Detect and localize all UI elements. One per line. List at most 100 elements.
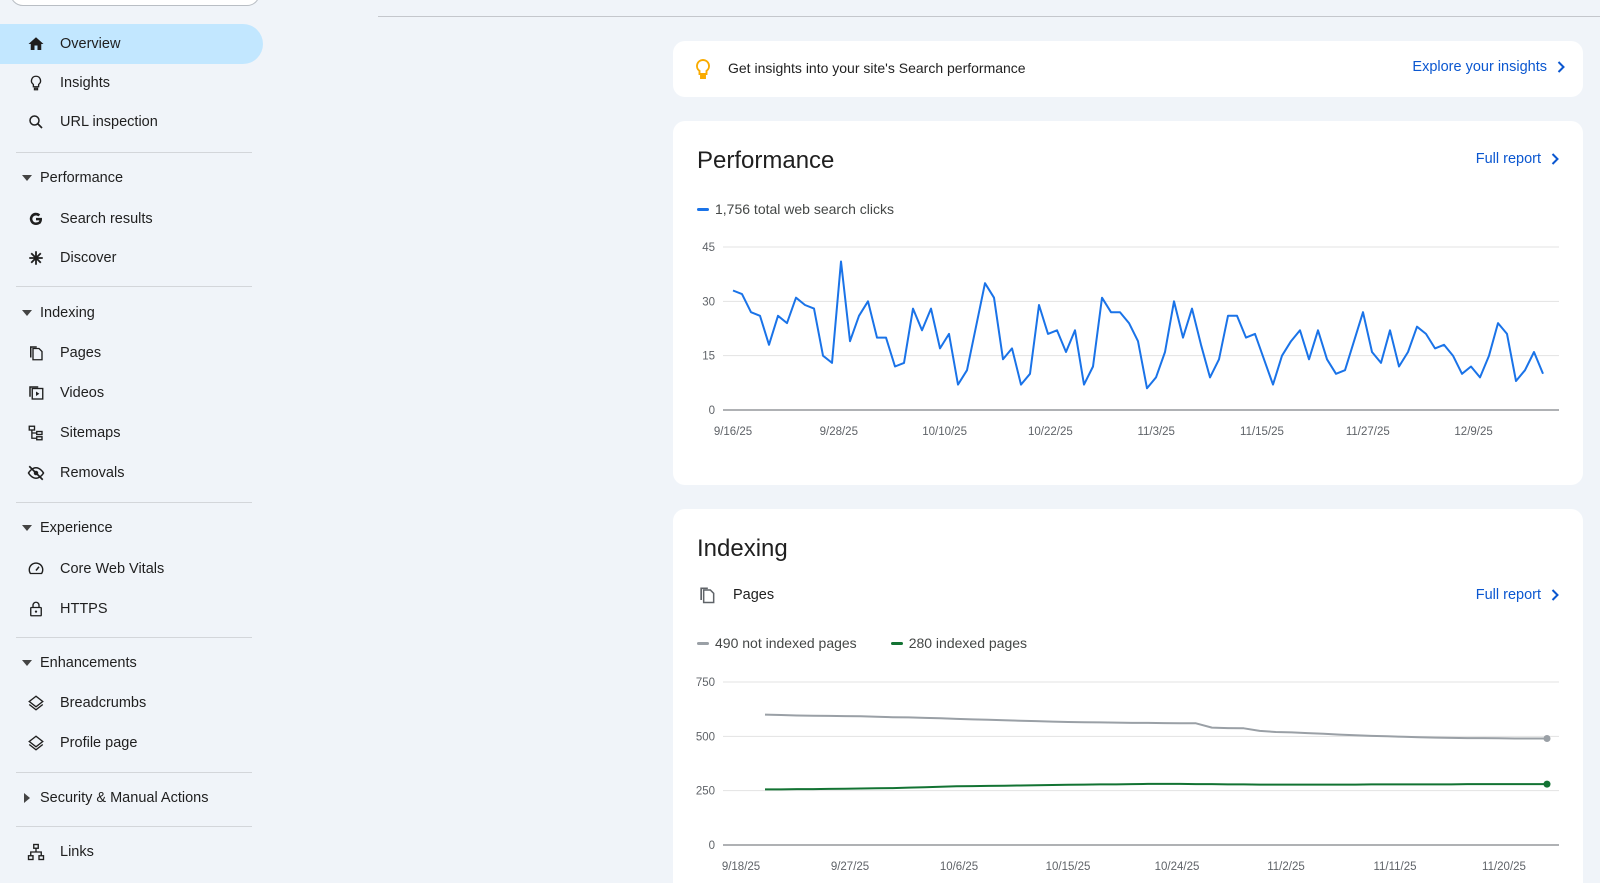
- y-tick-label: 15: [702, 351, 715, 363]
- series-line: [764, 713, 1547, 740]
- sidebar-item-label: Pages: [60, 345, 102, 361]
- sidebar-item-search-results[interactable]: Search results: [0, 199, 263, 239]
- sidebar-item-label: Links: [60, 844, 94, 860]
- section-label: Experience: [40, 520, 113, 536]
- lock-icon: [26, 599, 46, 619]
- indexed-legend: 280 indexed pages: [890, 635, 1028, 651]
- sidebar-divider: [16, 637, 252, 638]
- indexing-line-chart: 0 250 500 750 9/18/25 9/27/25 10/6/25 10/15/25 1…: [696, 677, 1559, 873]
- sidebar-item-label: Search results: [60, 211, 153, 227]
- x-tick-label: 10/22/25: [1028, 426, 1073, 438]
- insights-message: Get insights into your site's Search per…: [728, 60, 1026, 76]
- section-label: Enhancements: [40, 655, 137, 671]
- not-indexed-legend: 490 not indexed pages: [697, 635, 857, 651]
- visibility-off-icon: [26, 463, 46, 483]
- insights-banner: Get insights into your site's Search per…: [673, 41, 1583, 97]
- section-label: Indexing: [40, 305, 95, 321]
- links-network-icon: [26, 842, 46, 862]
- sidebar-item-label: Overview: [60, 36, 121, 52]
- sidebar-item-profile-page[interactable]: Profile page: [0, 723, 263, 763]
- explore-insights-link[interactable]: Explore your insights: [1412, 59, 1565, 75]
- sidebar-divider: [16, 826, 252, 827]
- sidebar-divider: [16, 502, 252, 503]
- performance-full-report-link[interactable]: Full report: [1476, 151, 1559, 167]
- x-tick-label: 11/3/25: [1137, 426, 1175, 438]
- sidebar-item-label: Sitemaps: [60, 425, 121, 441]
- chevron-right-icon: [1557, 61, 1565, 73]
- link-label: Full report: [1475, 151, 1541, 167]
- caret-down-icon: [22, 175, 32, 181]
- sidebar-item-label: Removals: [60, 465, 125, 481]
- indexing-title: Indexing: [697, 535, 788, 562]
- pages-label: Pages: [733, 587, 775, 603]
- x-tick-label: 11/2/25: [1267, 861, 1305, 873]
- pages-icon: [26, 343, 46, 363]
- y-tick-label: 0: [709, 405, 715, 417]
- google-g-icon: [26, 209, 46, 229]
- asterisk-icon: [26, 248, 46, 268]
- sidebar-item-core-web-vitals[interactable]: Core Web Vitals: [0, 549, 263, 589]
- pages-row: Pages: [697, 585, 774, 605]
- x-tick-label: 11/20/25: [1482, 861, 1526, 873]
- sidebar-item-links[interactable]: Links: [0, 832, 263, 872]
- sidebar-divider: [16, 286, 252, 287]
- sidebar-item-discover[interactable]: Discover: [0, 238, 263, 278]
- series-end-dot: [1543, 780, 1551, 788]
- clicks-legend: 1,756 total web search clicks: [697, 201, 894, 217]
- sidebar-item-sitemaps[interactable]: Sitemaps: [0, 413, 263, 453]
- section-enhancements[interactable]: Enhancements: [0, 647, 262, 679]
- pages-icon: [697, 585, 717, 605]
- chevron-right-icon: [1551, 589, 1559, 601]
- layers-icon: [26, 693, 46, 713]
- lightbulb-icon: [26, 73, 46, 93]
- sidebar: Overview Insights URL inspection Perform…: [0, 0, 263, 883]
- sidebar-item-label: Discover: [60, 250, 117, 266]
- series-end-dot: [1543, 735, 1551, 743]
- sidebar-item-overview[interactable]: Overview: [0, 24, 263, 64]
- legend-label: 490 not indexed pages: [715, 635, 857, 651]
- lightbulb-icon: [691, 57, 715, 81]
- search-input[interactable]: [10, 0, 260, 6]
- x-tick-label: 11/27/25: [1346, 426, 1390, 438]
- x-tick-label: 10/24/25: [1155, 861, 1200, 873]
- sidebar-divider: [16, 152, 252, 153]
- x-tick-label: 10/15/25: [1046, 861, 1091, 873]
- indexing-legends: 490 not indexed pages 280 indexed pages: [697, 635, 1027, 651]
- x-tick-label: 9/18/25: [722, 861, 760, 873]
- clicks-line-chart: 0 15 30 45 9/16/25 9/28/25 10/10/25 10/22/25 11/…: [702, 242, 1559, 438]
- section-label: Performance: [40, 170, 124, 186]
- sidebar-item-insights[interactable]: Insights: [0, 63, 263, 103]
- sidebar-item-https[interactable]: HTTPS: [0, 589, 263, 629]
- y-tick-label: 750: [696, 677, 715, 689]
- caret-down-icon: [22, 660, 32, 666]
- x-tick-label: 9/28/25: [820, 426, 858, 438]
- x-tick-label: 12/9/25: [1454, 426, 1492, 438]
- caret-right-icon: [22, 793, 32, 803]
- performance-card: Performance Full report 1,756 total web …: [673, 121, 1583, 485]
- indexing-full-report-link[interactable]: Full report: [1476, 587, 1559, 603]
- sitemap-icon: [26, 423, 46, 443]
- section-experience[interactable]: Experience: [0, 512, 262, 544]
- section-security-manual-actions[interactable]: Security & Manual Actions: [0, 782, 262, 814]
- sidebar-item-label: Insights: [60, 75, 110, 91]
- sidebar-item-label: Videos: [60, 385, 105, 401]
- legend-label: 280 indexed pages: [908, 635, 1028, 651]
- sidebar-item-label: URL inspection: [60, 114, 158, 130]
- sidebar-item-breadcrumbs[interactable]: Breadcrumbs: [0, 683, 263, 723]
- legend-label: 1,756 total web search clicks: [715, 201, 894, 217]
- x-tick-label: 9/16/25: [714, 426, 752, 438]
- home-icon: [26, 34, 46, 54]
- section-performance[interactable]: Performance: [0, 162, 262, 194]
- section-indexing[interactable]: Indexing: [0, 297, 262, 329]
- sidebar-item-label: Core Web Vitals: [60, 561, 165, 577]
- y-tick-label: 500: [696, 731, 715, 743]
- sidebar-item-removals[interactable]: Removals: [0, 453, 263, 493]
- sidebar-item-videos[interactable]: Videos: [0, 373, 263, 413]
- performance-title: Performance: [697, 147, 835, 174]
- sidebar-item-label: Profile page: [60, 735, 138, 751]
- sidebar-item-pages[interactable]: Pages: [0, 333, 263, 373]
- search-icon: [26, 112, 46, 132]
- sidebar-divider: [16, 772, 252, 773]
- sidebar-item-url-inspection[interactable]: URL inspection: [0, 102, 263, 142]
- x-tick-label: 11/11/25: [1373, 861, 1416, 873]
